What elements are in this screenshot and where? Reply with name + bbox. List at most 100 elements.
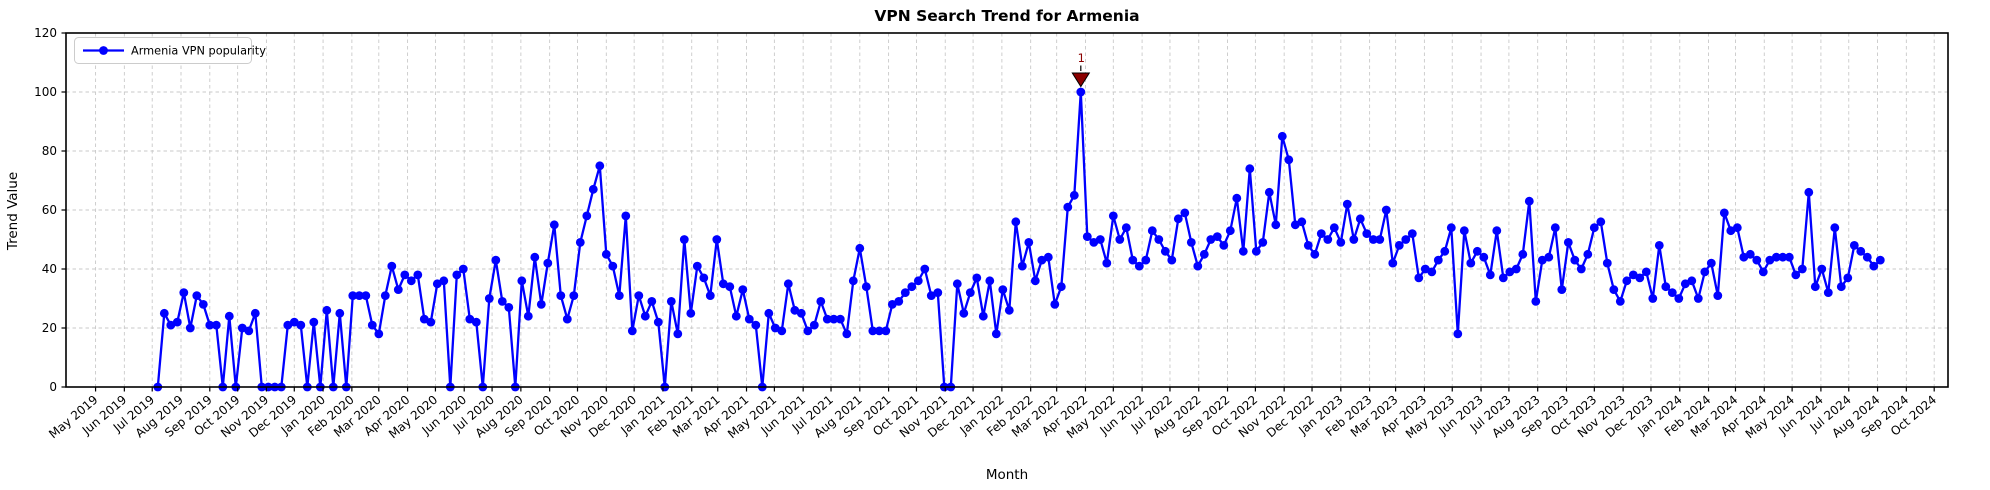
data-point	[159, 308, 169, 318]
y-tick-label: 120	[34, 26, 57, 40]
data-point	[1479, 252, 1489, 262]
data-point	[367, 320, 377, 330]
data-point	[803, 326, 813, 336]
annotation-label: 1	[1078, 51, 1085, 65]
data-point	[1381, 205, 1391, 215]
data-point	[601, 249, 611, 259]
data-point	[1011, 217, 1021, 227]
data-point	[1758, 267, 1768, 277]
data-point	[1817, 264, 1827, 274]
data-point	[1752, 255, 1762, 265]
data-point	[1108, 211, 1118, 221]
data-point	[250, 308, 260, 318]
data-point	[1830, 223, 1840, 233]
data-point	[1648, 294, 1658, 303]
data-point	[1700, 267, 1710, 277]
data-point	[1199, 249, 1209, 259]
data-point	[1121, 223, 1131, 233]
data-point	[1134, 261, 1144, 271]
data-point	[1524, 196, 1534, 206]
data-point	[556, 291, 566, 300]
data-point	[582, 211, 592, 221]
data-point	[848, 276, 858, 286]
data-point	[1661, 282, 1671, 292]
data-point	[614, 291, 624, 300]
data-point	[517, 276, 527, 286]
data-point	[1401, 235, 1411, 244]
legend-label: Armenia VPN popularity	[131, 45, 266, 58]
data-point	[634, 291, 644, 300]
data-point	[777, 326, 787, 336]
data-point	[1258, 238, 1268, 247]
data-point	[172, 317, 182, 327]
data-point	[1050, 300, 1060, 309]
data-point	[1316, 229, 1326, 239]
data-point	[575, 238, 585, 247]
data-point	[543, 258, 553, 268]
data-point	[1017, 261, 1027, 271]
data-point	[1336, 238, 1346, 247]
data-point	[1056, 282, 1066, 292]
data-point	[751, 320, 761, 330]
data-point	[504, 303, 514, 312]
data-point	[1167, 255, 1177, 265]
data-point	[1069, 190, 1079, 200]
legend: Armenia VPN popularity	[74, 37, 266, 64]
data-point	[1323, 235, 1333, 244]
data-point	[1557, 285, 1567, 294]
data-point	[361, 291, 371, 300]
data-point	[1641, 267, 1651, 277]
data-point	[1303, 241, 1313, 250]
data-point	[894, 297, 904, 306]
data-point	[1745, 249, 1755, 259]
data-point	[530, 252, 540, 262]
data-point	[1466, 258, 1476, 268]
data-point	[640, 311, 650, 321]
data-point	[1388, 258, 1398, 268]
data-point	[1862, 252, 1872, 262]
data-point	[1654, 241, 1664, 250]
data-point	[705, 291, 715, 300]
data-point	[1583, 249, 1593, 259]
y-tick-label: 100	[34, 85, 57, 99]
data-point	[959, 308, 969, 318]
data-point	[374, 329, 384, 339]
data-point	[1147, 226, 1157, 236]
data-point	[1212, 232, 1222, 242]
data-point	[861, 282, 871, 292]
data-point	[1375, 235, 1385, 244]
data-point	[809, 320, 819, 330]
data-point	[933, 288, 943, 297]
data-point	[920, 264, 930, 274]
data-point	[653, 317, 663, 327]
data-point	[1875, 255, 1885, 265]
data-point	[1687, 276, 1697, 286]
data-point	[1544, 252, 1554, 262]
data-point	[1245, 164, 1255, 174]
data-point	[1030, 276, 1040, 286]
data-point	[991, 329, 1001, 339]
data-point	[1102, 258, 1112, 268]
data-point	[1856, 246, 1866, 256]
legend-box	[74, 37, 252, 64]
data-point	[1342, 199, 1352, 209]
data-point	[764, 308, 774, 318]
y-tick-label: 0	[49, 380, 57, 394]
axes	[61, 32, 1949, 392]
data-point	[744, 314, 754, 324]
data-point	[1115, 235, 1125, 244]
data-point	[296, 320, 306, 330]
data-point	[536, 300, 546, 309]
data-point	[692, 261, 702, 271]
data-point	[1284, 155, 1294, 165]
data-point	[1849, 241, 1859, 250]
annotation-triangle-marker	[1071, 72, 1091, 88]
data-point	[725, 282, 735, 292]
data-point	[783, 279, 793, 289]
data-point	[874, 326, 884, 336]
data-point	[985, 276, 995, 286]
data-point	[1563, 238, 1573, 247]
data-point	[1602, 258, 1612, 268]
